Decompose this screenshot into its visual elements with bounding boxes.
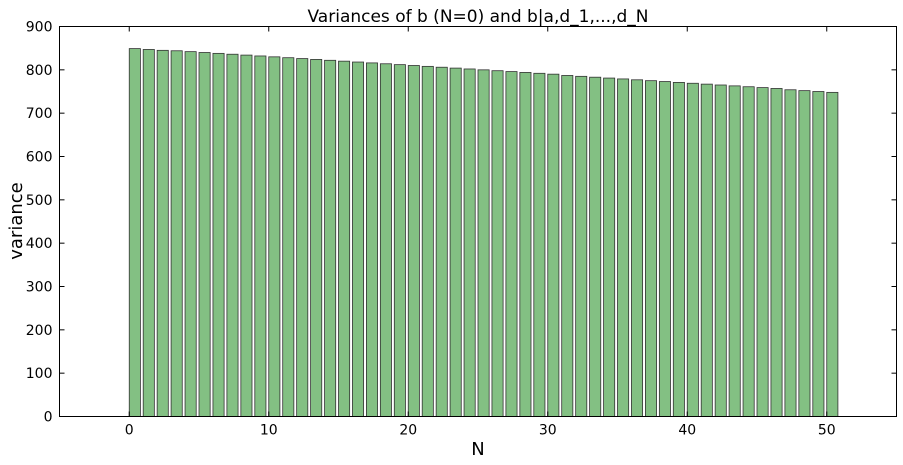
x-tick-label-0: 0 <box>125 423 134 439</box>
bar-27 <box>505 71 518 417</box>
bar-36 <box>631 79 644 417</box>
bar-25 <box>477 69 490 417</box>
bar-16 <box>352 61 365 417</box>
y-tick-label-300: 300 <box>26 280 53 296</box>
bar-28 <box>519 72 532 417</box>
bar-47 <box>784 89 797 417</box>
x-tick-label-50: 50 <box>818 423 836 439</box>
bar-23 <box>449 67 462 417</box>
bar-7 <box>226 53 239 417</box>
y-axis-label: variance <box>6 182 27 260</box>
bar-26 <box>491 70 504 417</box>
bar-50 <box>826 91 839 417</box>
x-tick-label-10: 10 <box>260 423 278 439</box>
chart-title: Variances of b (N=0) and b|a,d_1,...,d_N <box>308 7 649 27</box>
x-tick-label-30: 30 <box>539 423 557 439</box>
y-tick-label-400: 400 <box>26 236 53 252</box>
bar-20 <box>407 65 420 417</box>
bar-46 <box>770 88 783 417</box>
bar-42 <box>714 84 727 417</box>
bar-21 <box>421 65 434 417</box>
x-axis: 0 10 20 30 40 50 <box>125 26 836 439</box>
bar-1 <box>142 49 155 417</box>
bar-39 <box>672 82 685 417</box>
bar-44 <box>742 86 755 417</box>
y-axis: 0 100 200 300 400 500 600 700 800 900 <box>26 20 897 426</box>
bar-38 <box>658 81 671 417</box>
bar-0 <box>128 48 141 417</box>
bar-43 <box>728 85 741 417</box>
y-tick-label-200: 200 <box>26 323 53 339</box>
bar-31 <box>561 75 574 417</box>
bar-35 <box>617 78 630 417</box>
bar-6 <box>212 52 225 417</box>
bar-29 <box>533 72 546 417</box>
x-tick-label-20: 20 <box>399 423 417 439</box>
bar-19 <box>393 64 406 417</box>
bar-4 <box>184 51 197 417</box>
x-axis-label: N <box>471 439 484 460</box>
bar-10 <box>268 56 281 417</box>
bar-11 <box>282 57 295 417</box>
bar-49 <box>812 91 825 417</box>
bar-15 <box>338 60 351 417</box>
y-tick-label-600: 600 <box>26 150 53 166</box>
y-tick-label-100: 100 <box>26 366 53 382</box>
bar-22 <box>435 66 448 417</box>
y-tick-label-900: 900 <box>26 20 53 36</box>
bar-48 <box>798 90 811 417</box>
bar-41 <box>700 83 713 417</box>
bar-17 <box>365 62 378 417</box>
bar-40 <box>686 82 699 417</box>
bar-14 <box>324 59 337 417</box>
bar-32 <box>575 75 588 417</box>
plot-frame <box>59 26 897 417</box>
bars-group <box>128 48 839 417</box>
bar-8 <box>240 54 253 417</box>
bar-37 <box>645 80 657 417</box>
y-tick-label-0: 0 <box>44 410 53 426</box>
bar-45 <box>756 87 769 417</box>
bar-33 <box>589 76 602 417</box>
bar-12 <box>296 58 309 417</box>
bar-3 <box>170 50 183 417</box>
y-tick-label-500: 500 <box>26 193 53 209</box>
bar-5 <box>198 52 211 417</box>
y-tick-label-700: 700 <box>26 106 53 122</box>
bar-24 <box>463 68 476 417</box>
x-tick-label-40: 40 <box>678 423 696 439</box>
bar-9 <box>254 55 267 417</box>
bar-18 <box>379 63 392 417</box>
bar-13 <box>310 59 323 417</box>
bar-2 <box>156 49 169 417</box>
bar-34 <box>603 77 616 417</box>
y-tick-label-800: 800 <box>26 63 53 79</box>
bar-30 <box>547 73 560 417</box>
